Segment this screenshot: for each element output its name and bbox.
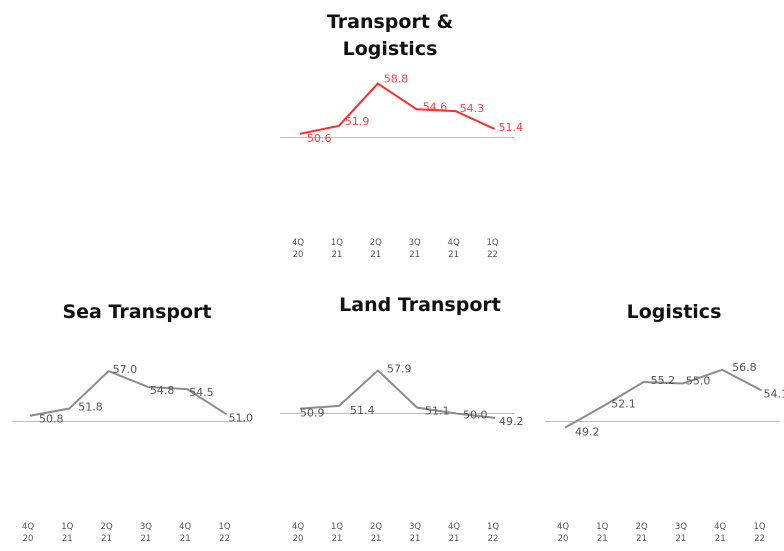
- category-label: 4Q: [714, 522, 726, 532]
- data-label: 52.1: [611, 398, 636, 411]
- category-label: 21: [449, 534, 460, 544]
- category-label: 1Q: [218, 522, 230, 532]
- category-label: 21: [62, 534, 73, 544]
- data-label: 54.5: [189, 386, 214, 399]
- data-label: 51.8: [78, 401, 103, 414]
- category-label: 21: [410, 534, 421, 544]
- chart-panel-3: Logistics 49.2 52.1 55.2 55.0 56.8 54.1 4Q 20 1Q 2…: [545, 301, 784, 544]
- data-label: 50.6: [307, 132, 332, 145]
- category-label: 3Q: [409, 522, 421, 532]
- data-label: 49.2: [499, 415, 524, 428]
- data-label: 58.8: [384, 73, 409, 86]
- category-label: 20: [23, 534, 34, 544]
- category-label: 1Q: [331, 522, 343, 532]
- category-label: 4Q: [448, 238, 460, 248]
- category-label: 21: [370, 250, 381, 260]
- category-label: 21: [448, 250, 459, 260]
- chart-title: Transport &: [327, 11, 453, 33]
- chart-title: Logistics: [343, 38, 438, 60]
- category-label: 21: [140, 534, 151, 544]
- category-label: 4Q: [179, 522, 191, 532]
- data-label: 51.1: [425, 405, 450, 418]
- chart-title: Land Transport: [339, 294, 501, 316]
- category-label: 21: [597, 534, 608, 544]
- data-label: 54.8: [150, 384, 175, 397]
- data-label: 54.6: [423, 100, 448, 113]
- category-label: 3Q: [409, 238, 421, 248]
- category-label: 21: [409, 250, 420, 260]
- category-label: 22: [488, 534, 499, 544]
- category-label: 21: [332, 534, 343, 544]
- category-label: 22: [754, 534, 765, 544]
- chart-panel-0: Transport & Logistics 50.6 51.9 58.8 54.6 54.3…: [280, 11, 523, 260]
- data-label: 51.0: [229, 411, 254, 424]
- data-label: 50.8: [39, 413, 64, 426]
- category-label: 22: [219, 534, 230, 544]
- chart-title: Sea Transport: [62, 301, 211, 323]
- category-label: 4Q: [292, 522, 304, 532]
- data-label: 57.9: [387, 362, 412, 375]
- category-label: 1Q: [61, 522, 73, 532]
- category-label: 22: [487, 250, 498, 260]
- data-label: 54.3: [460, 102, 485, 115]
- data-label: 55.0: [686, 375, 711, 388]
- category-label: 2Q: [636, 522, 648, 532]
- category-label: 21: [675, 534, 686, 544]
- category-label: 1Q: [487, 522, 499, 532]
- data-label: 49.2: [575, 426, 600, 439]
- category-label: 4Q: [22, 522, 34, 532]
- data-label: 56.8: [732, 361, 757, 374]
- category-label: 4Q: [448, 522, 460, 532]
- category-label: 2Q: [370, 238, 382, 248]
- category-label: 21: [636, 534, 647, 544]
- data-label: 50.0: [463, 409, 488, 422]
- category-label: 1Q: [331, 238, 343, 248]
- category-label: 21: [715, 534, 726, 544]
- category-label: 4Q: [292, 238, 304, 248]
- data-label: 55.2: [651, 374, 676, 387]
- chart-title: Logistics: [627, 301, 722, 323]
- category-label: 2Q: [370, 522, 382, 532]
- data-label: 51.4: [499, 121, 524, 134]
- category-label: 21: [101, 534, 112, 544]
- category-label: 20: [558, 534, 569, 544]
- category-label: 3Q: [140, 522, 152, 532]
- category-label: 21: [180, 534, 191, 544]
- data-label: 54.1: [764, 387, 784, 400]
- data-label: 51.4: [350, 404, 375, 417]
- category-label: 4Q: [557, 522, 569, 532]
- category-label: 20: [293, 534, 304, 544]
- data-label: 57.0: [113, 363, 138, 376]
- data-label: 50.9: [300, 407, 325, 420]
- chart-panel-2: Land Transport 50.9 51.4 57.9 51.1 50.0 49.2 4Q…: [280, 294, 524, 544]
- chart-panel-1: Sea Transport 50.8 51.8 57.0 54.8 54.5 51.0 4Q 2…: [12, 301, 253, 544]
- category-label: 2Q: [101, 522, 113, 532]
- category-label: 1Q: [753, 522, 765, 532]
- data-label: 51.9: [345, 115, 370, 128]
- category-label: 1Q: [596, 522, 608, 532]
- category-label: 1Q: [486, 238, 498, 248]
- category-label: 20: [293, 250, 304, 260]
- category-label: 3Q: [675, 522, 687, 532]
- category-label: 21: [331, 250, 342, 260]
- category-label: 21: [371, 534, 382, 544]
